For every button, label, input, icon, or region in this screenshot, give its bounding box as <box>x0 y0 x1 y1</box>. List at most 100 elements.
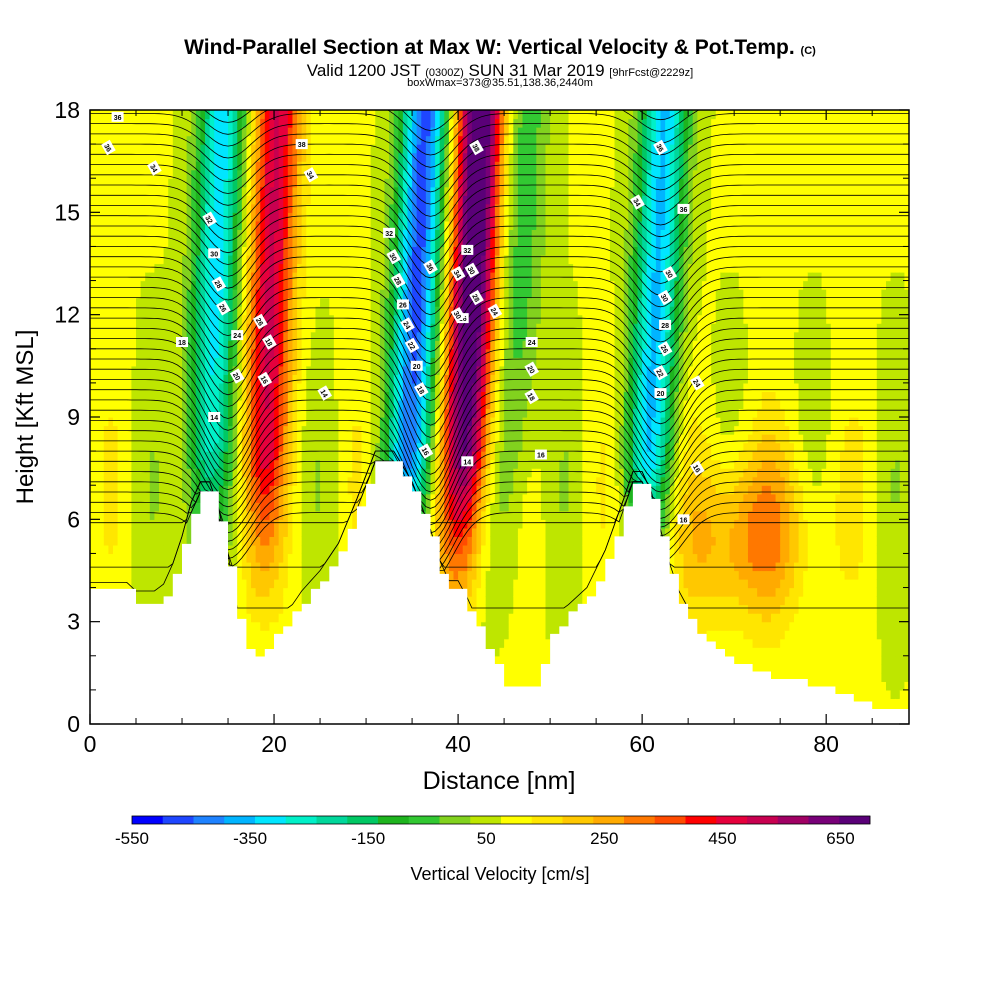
field-cell <box>168 399 174 410</box>
field-cell <box>149 186 156 196</box>
field-cell <box>182 186 188 196</box>
field-cell <box>287 357 294 367</box>
field-cell <box>186 263 192 273</box>
field-cell <box>214 203 220 213</box>
field-cell <box>292 212 298 222</box>
field-cell <box>246 246 252 256</box>
field-cell <box>310 476 317 486</box>
field-cell <box>306 596 312 606</box>
field-cell <box>237 399 243 410</box>
field-cell <box>154 382 160 393</box>
field-cell <box>186 161 192 171</box>
field-cell <box>370 468 376 478</box>
field-cell <box>223 118 229 128</box>
field-cell <box>228 382 234 393</box>
field-cell <box>163 348 169 358</box>
field-cell <box>145 263 151 273</box>
field-cell <box>177 348 183 358</box>
field-cell <box>94 451 100 461</box>
field-cell <box>352 408 358 418</box>
field-cell <box>315 186 321 196</box>
field-cell <box>200 144 206 154</box>
field-cell <box>251 220 257 230</box>
field-cell <box>140 553 146 563</box>
field-cell <box>343 272 349 282</box>
field-cell <box>103 212 110 222</box>
field-cell <box>260 152 266 162</box>
field-cell <box>320 357 326 367</box>
field-cell <box>122 254 128 265</box>
field-cell <box>209 144 215 154</box>
field-cell <box>255 485 261 495</box>
field-cell <box>246 127 252 137</box>
field-cell <box>99 425 105 435</box>
field-cell <box>232 254 238 265</box>
field-cell <box>347 434 353 444</box>
field-cell <box>264 570 271 580</box>
field-cell <box>329 280 335 290</box>
field-cell <box>241 297 248 307</box>
field-cell <box>379 391 386 401</box>
field-cell <box>338 289 344 299</box>
field-cell <box>163 434 169 444</box>
field-cell <box>366 323 372 333</box>
field-cell <box>283 340 289 350</box>
field-cell <box>99 237 105 248</box>
field-cell <box>241 391 248 401</box>
field-cell <box>306 195 312 205</box>
field-cell <box>264 152 271 162</box>
field-cell <box>301 587 307 597</box>
field-cell <box>347 280 353 290</box>
field-cell <box>131 280 137 290</box>
field-cell <box>90 561 96 572</box>
field-cell <box>375 127 381 137</box>
field-cell <box>195 152 202 162</box>
field-cell <box>338 144 344 154</box>
field-cell <box>274 510 280 520</box>
field-cell <box>274 621 280 631</box>
field-cell <box>159 536 165 546</box>
field-cell <box>384 237 390 248</box>
field-cell <box>315 553 321 563</box>
field-cell <box>108 459 114 469</box>
field-cell <box>297 314 303 324</box>
field-cell <box>329 272 335 282</box>
field-cell <box>310 203 317 213</box>
field-cell <box>366 280 372 290</box>
field-cell <box>136 118 142 128</box>
field-cell <box>278 323 284 333</box>
field-cell <box>195 323 202 333</box>
field-cell <box>278 587 284 597</box>
field-cell <box>329 118 335 128</box>
field-cell <box>205 280 211 290</box>
field-cell <box>398 195 404 205</box>
field-cell <box>343 178 349 188</box>
field-cell <box>260 246 266 256</box>
field-cell <box>177 527 183 537</box>
field-cell <box>159 587 165 597</box>
field-cell <box>145 536 151 546</box>
field-cell <box>94 434 100 444</box>
field-cell <box>301 425 307 435</box>
field-cell <box>292 306 298 316</box>
field-cell <box>131 476 137 486</box>
field-cell <box>154 451 160 461</box>
field-cell <box>379 314 386 324</box>
field-cell <box>149 237 156 248</box>
field-cell <box>241 220 248 230</box>
field-cell <box>338 382 344 393</box>
field-cell <box>283 425 289 435</box>
field-cell <box>343 169 349 179</box>
field-cell <box>145 203 151 213</box>
field-cell <box>366 195 372 205</box>
field-cell <box>205 365 211 375</box>
field-cell <box>99 169 105 179</box>
field-cell <box>283 246 289 256</box>
field-cell <box>186 391 192 401</box>
field-cell <box>398 118 404 128</box>
field-cell <box>103 195 110 205</box>
field-cell <box>195 451 202 461</box>
field-cell <box>274 391 280 401</box>
field-cell <box>306 306 312 316</box>
field-cell <box>99 493 105 503</box>
